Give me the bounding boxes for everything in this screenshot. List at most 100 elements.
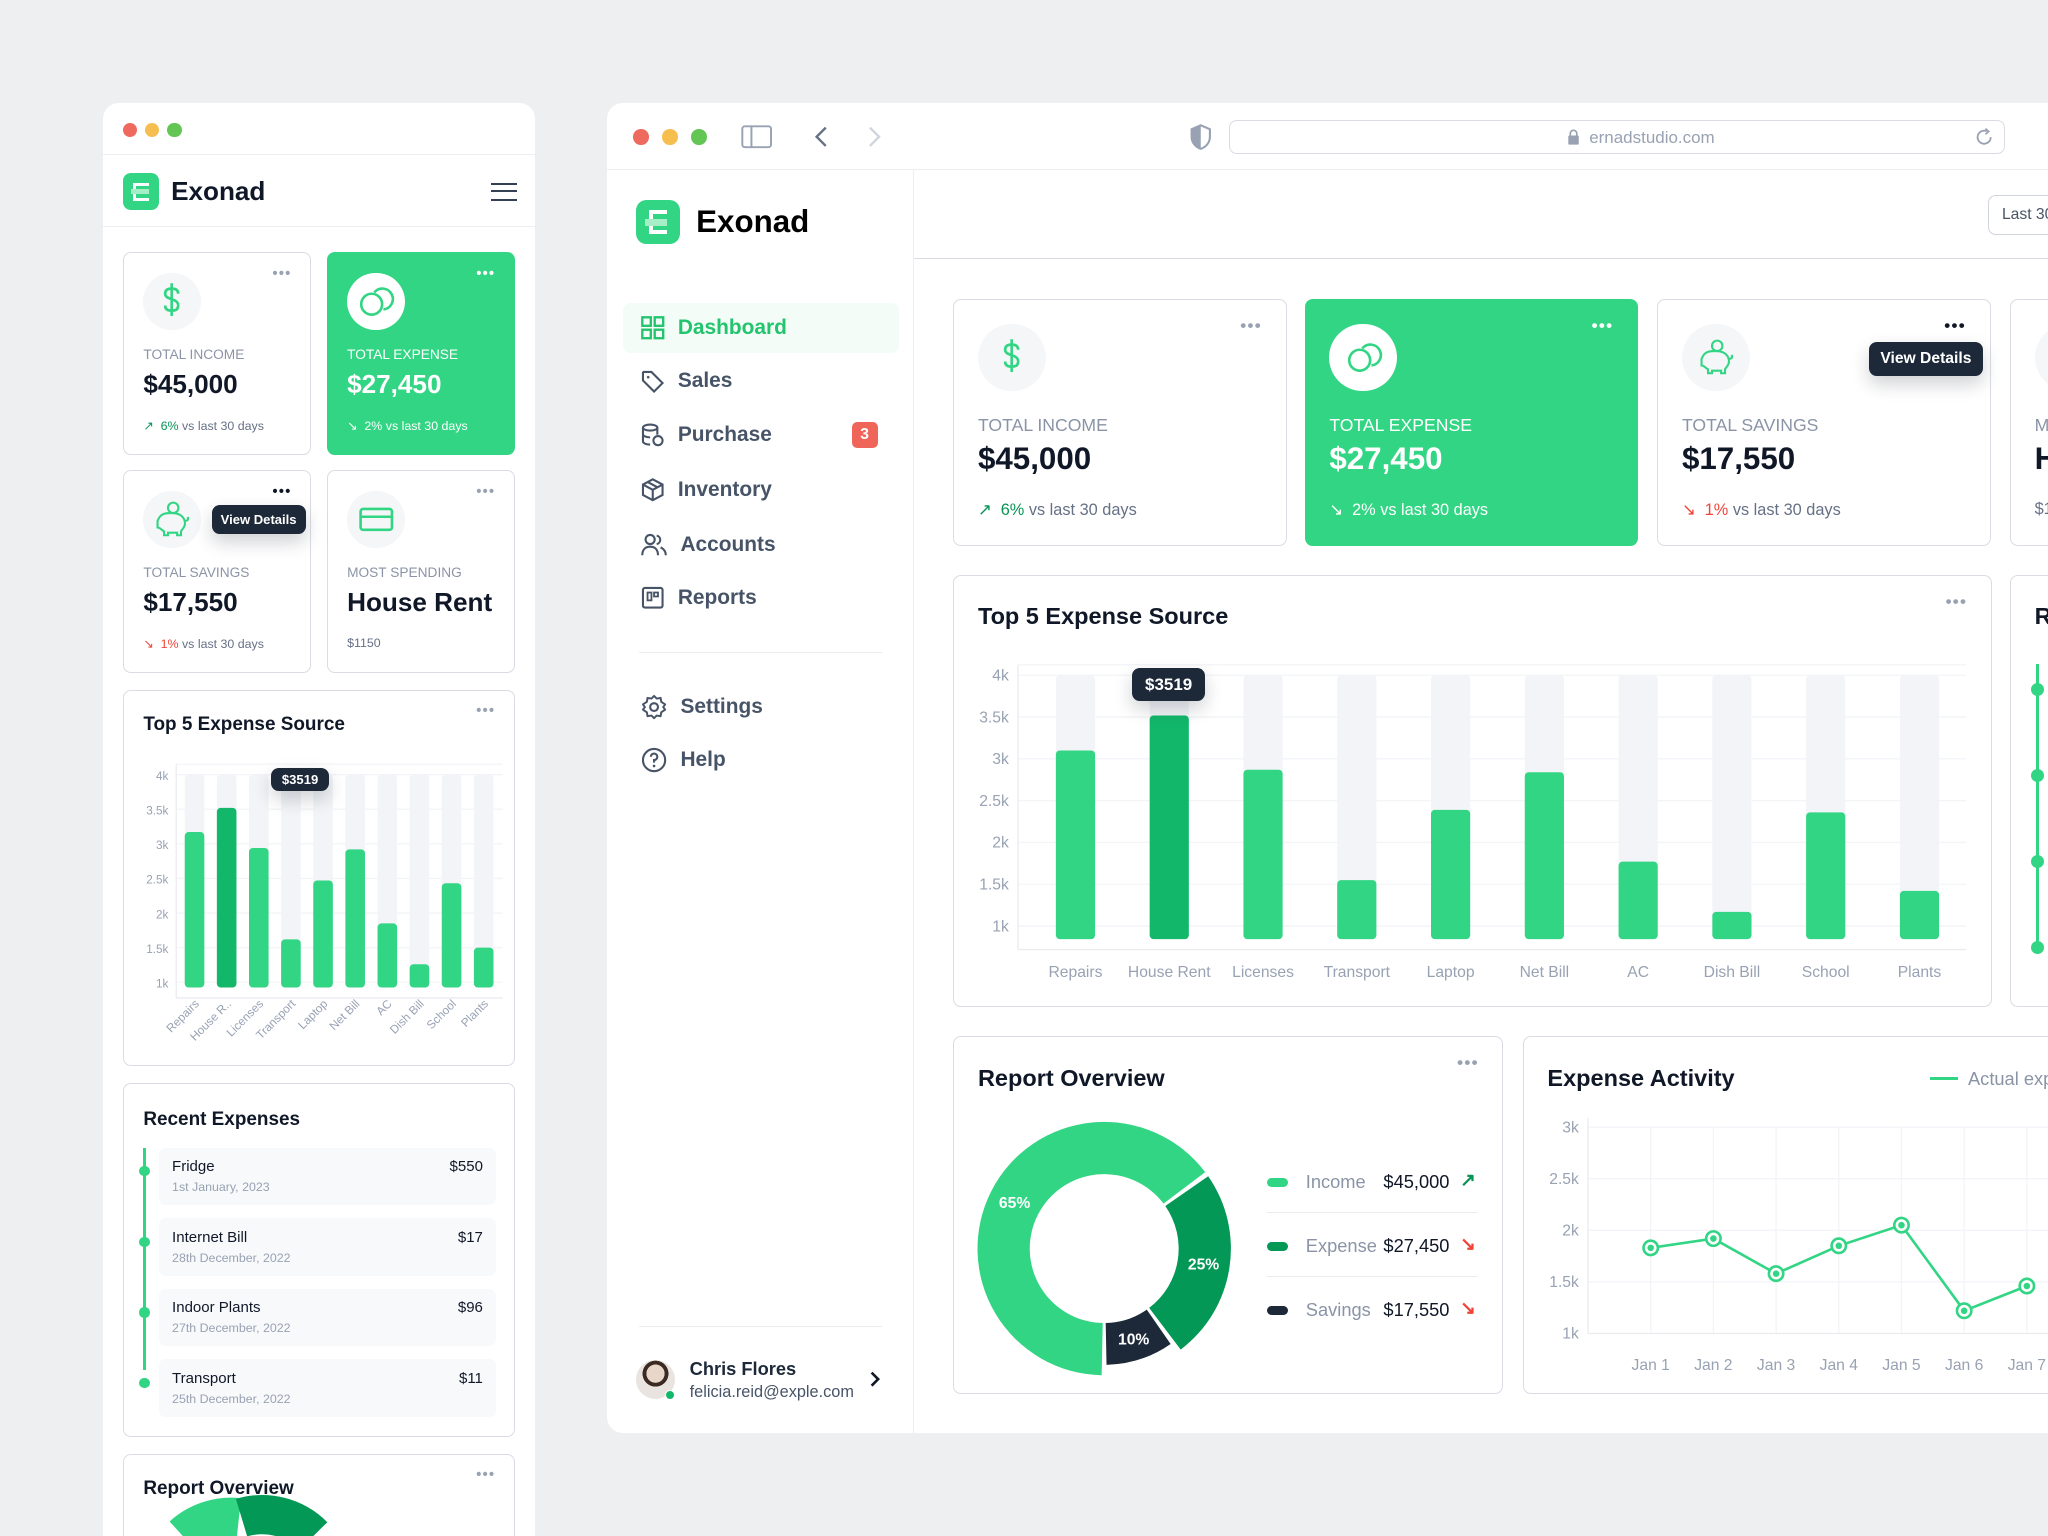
delta-percent: 2% (1352, 500, 1376, 519)
expense-date: 27th December, 2022 (172, 1321, 291, 1336)
maximize-window-button[interactable] (690, 129, 707, 145)
close-window-button[interactable] (633, 129, 650, 145)
stat-delta: ↘ 1% vs last 30 days (1682, 500, 1841, 520)
coins-icon (1329, 323, 1398, 392)
more-options-icon[interactable]: ••• (272, 265, 292, 282)
reload-icon[interactable] (1975, 127, 1993, 146)
sidebar-toggle-icon[interactable] (740, 125, 772, 149)
user-email: felicia.reid@exple.com (689, 1383, 854, 1402)
more-options-icon[interactable]: ••• (476, 1467, 496, 1484)
chevron-right-icon[interactable] (869, 1370, 882, 1388)
sidebar-item-dashboard[interactable]: Dashboard (623, 303, 899, 353)
list-item[interactable]: Transport 25th December, 2022 $11 (159, 1359, 496, 1417)
minimize-window-button[interactable] (144, 122, 160, 138)
bar (345, 848, 365, 988)
stat-value: $45,000 (143, 369, 238, 400)
trend-down-arrow-icon: ↘ (347, 418, 358, 433)
y-tick-label: 1k (1562, 1325, 1579, 1342)
chart-title: Top 5 Expense Source (143, 714, 345, 736)
bar (1900, 890, 1940, 939)
sidebar-item-help[interactable]: Help (623, 735, 899, 785)
stat-card-most-spending[interactable]: ••• MOST SPENDING House Rent $1150 (2010, 299, 2048, 546)
coins-icon (347, 272, 405, 331)
expense-name: Indoor Plants (172, 1299, 261, 1317)
stat-delta: ↗ 6% vs last 30 days (143, 418, 264, 433)
legend-divider (1266, 1275, 1479, 1278)
user-profile[interactable]: Chris Flores felicia.reid@exple.com (636, 1357, 887, 1409)
more-options-icon[interactable]: ••• (1944, 315, 1966, 335)
bar-track (280, 774, 301, 988)
donut-percent-label: 65% (999, 1195, 1030, 1212)
sidebar-item-sales[interactable]: Sales (623, 357, 899, 407)
stat-card-total-expense[interactable]: ••• TOTAL EXPENSE $27,450 ↘ 2% vs last 3… (326, 252, 515, 455)
stat-card-total-income[interactable]: ••• TOTAL INCOME $45,000 ↗ 6% vs last 30… (953, 299, 1287, 546)
stat-card-total-savings[interactable]: ••• TOTAL SAVINGS $17,550 ↘ 1% vs last 3… (1657, 299, 1991, 546)
mobile-donut-chart (169, 1494, 328, 1536)
y-tick-label: 3.5k (146, 804, 168, 817)
expense-amount: $96 (457, 1299, 483, 1317)
sidebar-item-settings[interactable]: Settings (623, 682, 899, 732)
x-tick-label: Plants (459, 997, 491, 1029)
hamburger-menu-icon[interactable] (491, 182, 518, 201)
stat-card-total-income[interactable]: ••• TOTAL INCOME $45,000 ↗ 6% vs last 30… (122, 252, 311, 455)
timeline-track (2035, 664, 2039, 952)
legend-label: Savings (1305, 1299, 1371, 1321)
close-window-button[interactable] (122, 122, 138, 138)
gear-icon (641, 694, 680, 720)
stat-card-most-spending[interactable]: ••• MOST SPENDING House Rent $1150 (326, 470, 515, 673)
recent-expenses-card: Recent Expenses (2010, 574, 2048, 1007)
stat-label: MOST SPENDING (2034, 415, 2048, 436)
x-tick-label: AC (374, 997, 395, 1018)
x-tick-label: Repairs (1049, 964, 1103, 981)
bar (1056, 750, 1096, 939)
x-tick-label: Dish Bill (1704, 964, 1761, 981)
minimize-window-button[interactable] (662, 129, 678, 145)
trend-down-arrow-icon: ↘ (1681, 500, 1696, 519)
delta-percent: 2% (364, 418, 383, 433)
chart-title: Top 5 Expense Source (977, 603, 1229, 630)
more-options-icon[interactable]: ••• (1457, 1052, 1479, 1072)
more-options-icon[interactable]: ••• (476, 703, 496, 720)
more-options-icon[interactable]: ••• (1240, 315, 1262, 335)
forward-arrow-icon[interactable] (866, 125, 882, 149)
bar-track (409, 774, 429, 988)
stat-card-total-savings[interactable]: ••• TOTAL SAVINGS $17,550 ↘ 1% vs last 3… (122, 470, 311, 673)
list-item[interactable]: Indoor Plants 27th December, 2022 $96 (159, 1288, 496, 1347)
sidebar-item-reports[interactable]: Reports (623, 573, 899, 623)
maximize-window-button[interactable] (167, 122, 182, 138)
more-options-icon[interactable]: ••• (476, 483, 496, 500)
sidebar-item-inventory[interactable]: Inventory (623, 465, 899, 515)
y-tick-label: 2k (1562, 1222, 1579, 1239)
donut-segment-expense (1149, 1175, 1232, 1350)
x-tick-label: Laptop (1427, 964, 1475, 981)
legend-value: $45,000 (1383, 1171, 1450, 1193)
more-options-icon[interactable]: ••• (476, 265, 496, 282)
delta-percent: 6% (1000, 500, 1025, 519)
delta-percent: 6% (160, 418, 179, 433)
report-board-icon (641, 586, 678, 610)
list-item[interactable]: Fridge 1st January, 2023 $550 (159, 1147, 496, 1206)
y-tick-label: 1k (993, 918, 1010, 935)
stat-card-total-expense[interactable]: ••• TOTAL EXPENSE $27,450 ↘ 2% vs last 3… (1304, 299, 1638, 546)
date-range-button[interactable]: Last 30 days (1987, 194, 2048, 236)
box-icon (641, 478, 678, 502)
more-options-icon[interactable]: ••• (1945, 591, 1968, 611)
sidebar-item-purchase[interactable]: Purchase 3 (623, 410, 899, 460)
more-options-icon[interactable]: ••• (272, 483, 292, 500)
sidebar-item-accounts[interactable]: Accounts (623, 520, 899, 570)
x-tick-label: Jan 2 (1694, 1357, 1732, 1374)
recent-expenses-title: Recent Expenses (143, 1108, 301, 1130)
list-item[interactable]: Internet Bill 28th December, 2022 $17 (159, 1218, 496, 1276)
more-options-icon[interactable]: ••• (1591, 315, 1614, 335)
address-bar[interactable]: ernadstudio.com (1229, 120, 2005, 155)
x-tick-label: Jan 5 (1882, 1357, 1921, 1374)
shield-icon[interactable] (1189, 124, 1213, 150)
sidebar-item-label: Inventory (677, 477, 772, 501)
expense-amount: $11 (458, 1369, 483, 1387)
timeline-dot (139, 1166, 150, 1177)
back-arrow-icon[interactable] (814, 125, 830, 149)
stat-delta: ↘ 2% vs last 30 days (347, 418, 468, 433)
y-tick-label: 3k (993, 751, 1010, 768)
delta-text: vs last 30 days (181, 636, 264, 651)
